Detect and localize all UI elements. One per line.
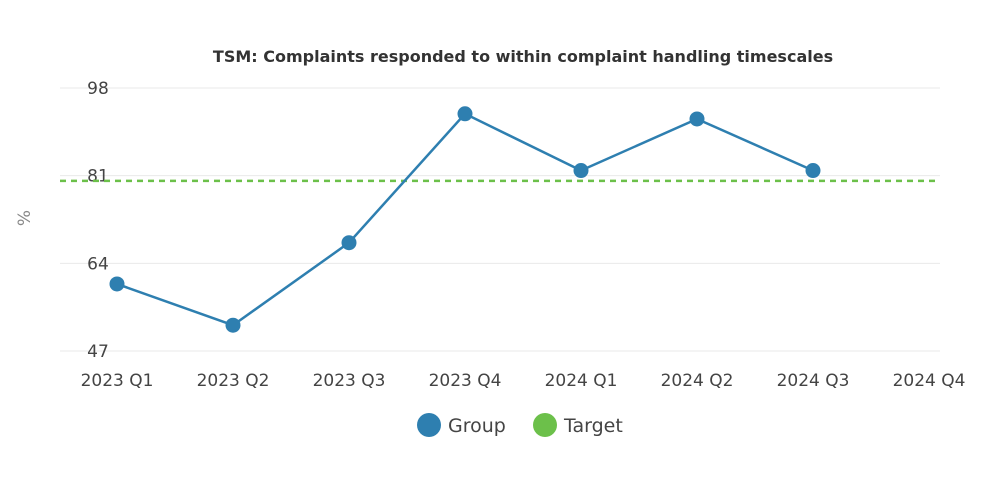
- x-tick-labels: 2023 Q1 2023 Q2 2023 Q3 2023 Q4 2024 Q1 2024 …: [81, 371, 966, 391]
- y-tick-labels: 47 64 81 98: [87, 79, 109, 362]
- x-tick-label: 2023 Q3: [313, 371, 386, 391]
- legend-marker-group: [417, 413, 441, 437]
- chart-title: TSM: Complaints responded to within comp…: [213, 47, 833, 66]
- legend-marker-target: [533, 413, 557, 437]
- data-point-group[interactable]: [341, 235, 357, 251]
- y-tick-label: 98: [87, 79, 109, 99]
- legend: Group Target: [417, 413, 623, 437]
- data-point-group[interactable]: [109, 276, 125, 292]
- y-tick-label: 81: [87, 167, 109, 187]
- legend-label-target: Target: [563, 415, 623, 437]
- x-tick-label: 2024 Q3: [777, 371, 850, 391]
- series-line-group: [116, 112, 814, 327]
- y-axis-label: %: [15, 210, 35, 226]
- x-tick-label: 2024 Q4: [893, 371, 966, 391]
- data-point-group[interactable]: [457, 106, 473, 122]
- x-tick-label: 2023 Q4: [429, 371, 502, 391]
- y-tick-label: 64: [87, 254, 109, 274]
- series-layer: [60, 106, 940, 333]
- gridlines: [60, 87, 940, 352]
- legend-item-group[interactable]: Group: [417, 413, 506, 437]
- x-tick-label: 2024 Q1: [545, 371, 618, 391]
- x-tick-label: 2024 Q2: [661, 371, 734, 391]
- legend-item-target[interactable]: Target: [533, 413, 623, 437]
- data-point-group[interactable]: [689, 111, 705, 127]
- data-point-group[interactable]: [805, 163, 821, 179]
- data-point-group[interactable]: [573, 163, 589, 179]
- data-point-group[interactable]: [225, 317, 241, 333]
- y-tick-label: 47: [87, 342, 109, 362]
- legend-label-group: Group: [448, 415, 506, 437]
- x-tick-label: 2023 Q2: [197, 371, 270, 391]
- x-tick-label: 2023 Q1: [81, 371, 154, 391]
